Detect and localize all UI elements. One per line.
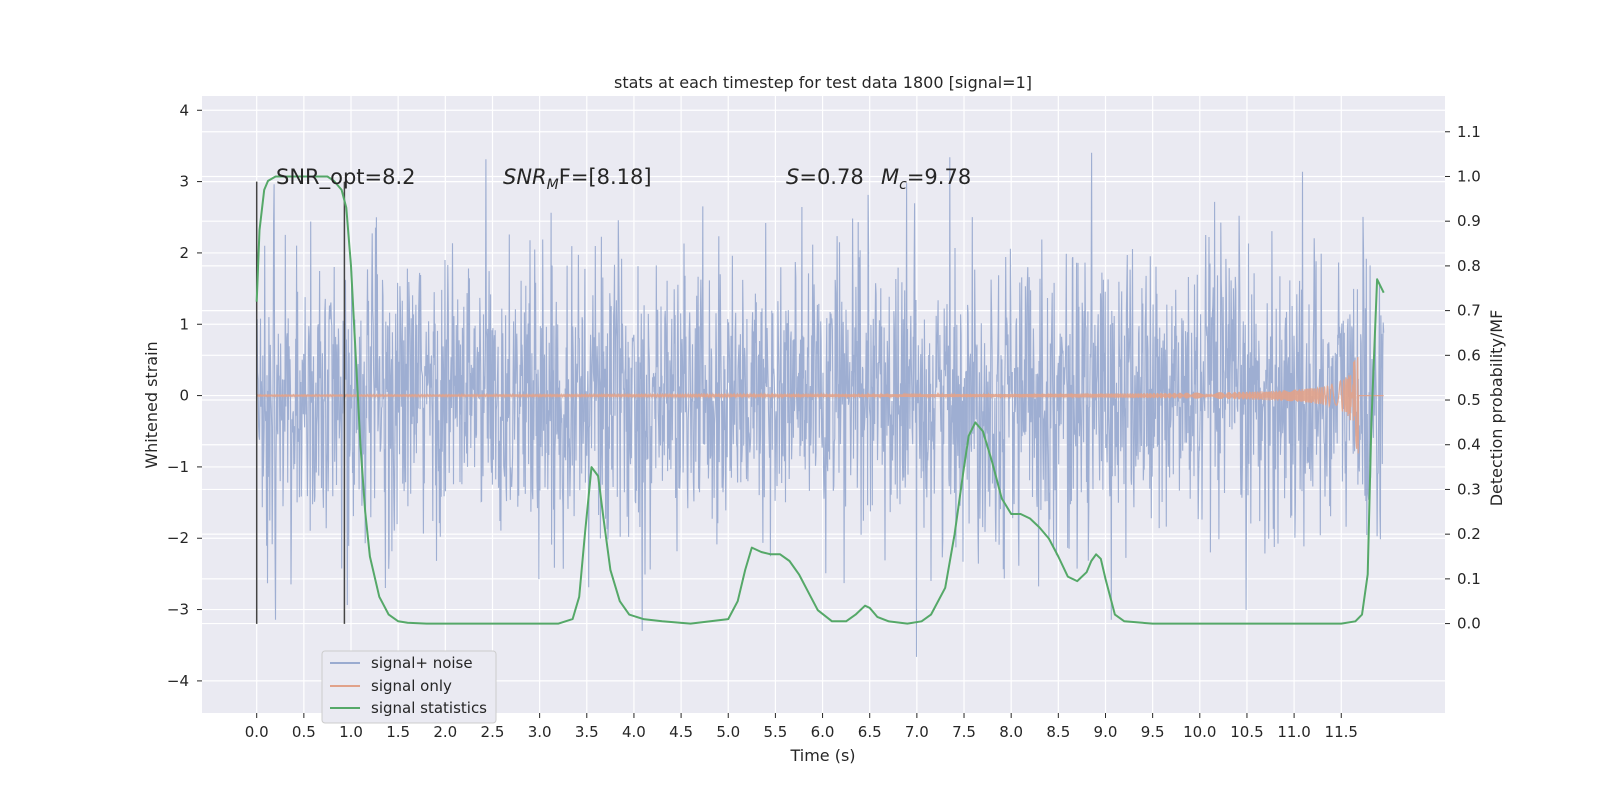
- annotation-mc-sub: c: [899, 177, 907, 193]
- x-axis-title: Time (s): [789, 746, 855, 765]
- annotation-s: S=0.78: [786, 165, 864, 189]
- y-right-tick-label: 0.3: [1457, 480, 1481, 498]
- x-tick-label: 1.5: [386, 723, 410, 741]
- tick-layer: 0.0 0.5 1.0 1.5 2.0 2.5 3.0 3.5 4.0 4.5 5.0 5.5 6.0 6…: [167, 101, 1481, 741]
- annotation-snr-mf-rest: F=[8.18]: [559, 165, 652, 189]
- legend: signal+ noise signal only signal statist…: [321, 650, 497, 724]
- x-tick-label: 6.0: [811, 723, 835, 741]
- y-right-tick-label: 1.1: [1457, 123, 1481, 141]
- y-left-tick-label: −1: [167, 458, 189, 476]
- y-left-tick-label: 2: [179, 244, 189, 262]
- x-tick-label: 2.0: [433, 723, 457, 741]
- signal-only-line: [256, 356, 1384, 454]
- annotation-snr-mf: SNRMF=[8.18]: [503, 165, 652, 193]
- chart-title: stats at each timestep for test data 180…: [614, 73, 1032, 92]
- window-markers: [255, 181, 346, 624]
- x-tick-label: 0.5: [292, 723, 316, 741]
- x-tick-label: 5.5: [763, 723, 787, 741]
- y-right-tick-label: 0.4: [1457, 436, 1481, 454]
- x-tick-label: 4.5: [669, 723, 693, 741]
- y-left-tick-label: 3: [179, 173, 189, 191]
- y-right-tick-label: 0.0: [1457, 615, 1481, 633]
- x-tick-label: 4.0: [622, 723, 646, 741]
- y-axis-title-left: Whitened strain: [142, 341, 161, 468]
- x-tick-label: 8.0: [999, 723, 1023, 741]
- y-right-tick-label: 0.9: [1457, 212, 1481, 230]
- x-tick-label: 1.0: [339, 723, 363, 741]
- x-tick-label: 11.5: [1325, 723, 1358, 741]
- y-left-tick-label: −3: [167, 601, 189, 619]
- y-right-tick-label: 0.2: [1457, 525, 1481, 543]
- x-tick-label: 9.0: [1094, 723, 1118, 741]
- annotation-snr-mf-sub: M: [547, 177, 559, 193]
- y-right-tick-label: 1.0: [1457, 167, 1481, 185]
- annotation-snr-opt: SNR_opt=8.2: [276, 165, 416, 190]
- x-tick-label: 7.0: [905, 723, 929, 741]
- signal-statistics-series: [255, 175, 1385, 625]
- x-tick-label: 6.5: [858, 723, 882, 741]
- annotation-mc: Mc=9.78: [881, 165, 971, 193]
- x-tick-label: 7.5: [952, 723, 976, 741]
- x-tick-label: 9.5: [1141, 723, 1165, 741]
- x-tick-label: 10.5: [1230, 723, 1263, 741]
- signal-noise-series: [256, 152, 1385, 657]
- legend-label-signal-statistics: signal statistics: [371, 699, 487, 717]
- y-left-tick-label: 0: [179, 387, 189, 405]
- signal-statistics-line: [255, 175, 1385, 625]
- annotation-mc-label: M: [881, 165, 899, 189]
- x-tick-label: 11.0: [1277, 723, 1310, 741]
- signal-only-series: [256, 356, 1384, 454]
- legend-box: [321, 650, 497, 724]
- y-left-tick-label: 4: [179, 101, 189, 119]
- y-right-tick-label: 0.7: [1457, 302, 1481, 320]
- x-tick-label: 10.0: [1183, 723, 1216, 741]
- y-left-tick-label: −2: [167, 529, 189, 547]
- legend-label-signal-noise: signal+ noise: [371, 654, 473, 672]
- y-right-tick-label: 0.6: [1457, 346, 1481, 364]
- annotation-s-value: =0.78: [799, 165, 863, 189]
- signal-noise-line: [256, 152, 1385, 657]
- x-tick-label: 8.5: [1046, 723, 1070, 741]
- annotation-mc-value: =9.78: [907, 165, 971, 189]
- y-right-tick-label: 0.5: [1457, 391, 1481, 409]
- annotation-snr-mf-main: SNR: [503, 165, 547, 189]
- x-tick-label: 3.0: [528, 723, 552, 741]
- y-right-tick-label: 0.1: [1457, 570, 1481, 588]
- x-tick-label: 0.0: [245, 723, 269, 741]
- x-tick-label: 2.5: [481, 723, 505, 741]
- x-tick-label: 5.0: [716, 723, 740, 741]
- y-right-tick-label: 0.8: [1457, 257, 1481, 275]
- x-tick-label: 3.5: [575, 723, 599, 741]
- y-left-tick-label: 1: [179, 315, 189, 333]
- y-axis-title-right: Detection probability/MF: [1487, 310, 1506, 507]
- annotation-s-label: S: [786, 165, 799, 189]
- y-left-tick-label: −4: [167, 672, 189, 690]
- legend-label-signal-only: signal only: [371, 677, 452, 695]
